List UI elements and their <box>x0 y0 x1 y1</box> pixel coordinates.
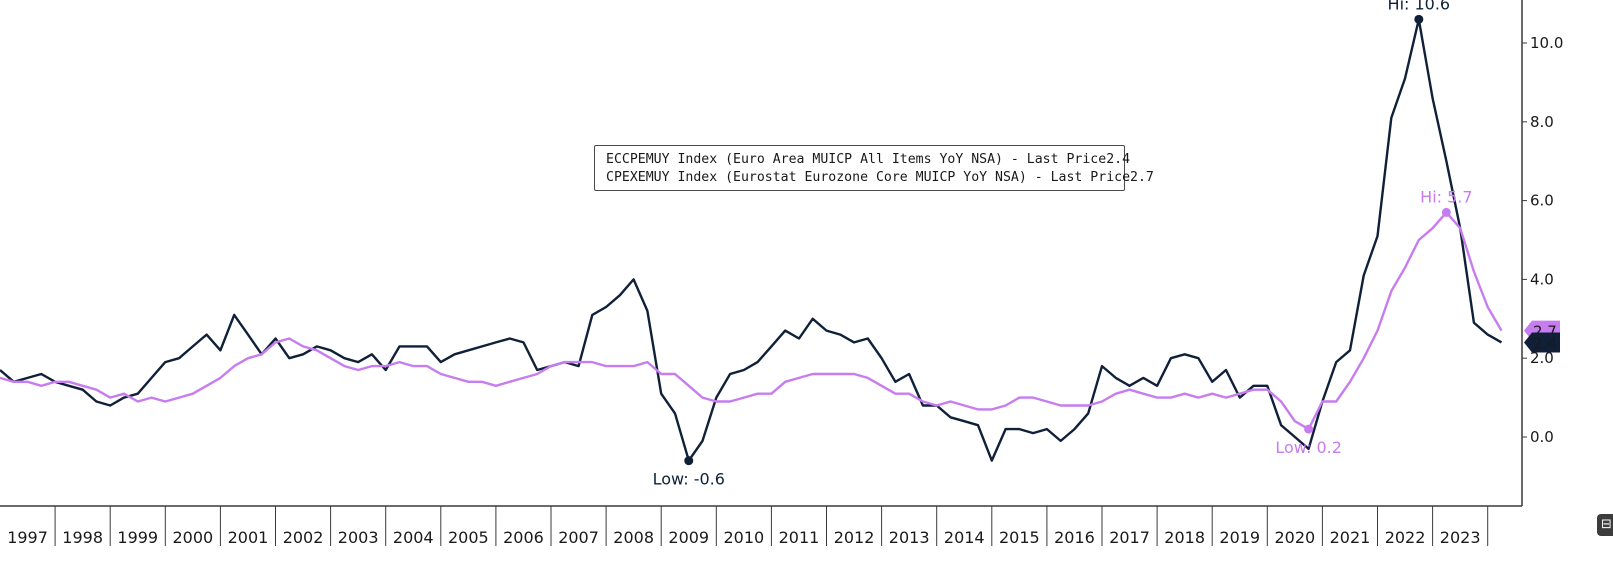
series-layer <box>0 18 1503 462</box>
x-tick-label: 2016 <box>1054 528 1095 547</box>
x-tick-label: 2014 <box>944 528 985 547</box>
x-tick-label: 2011 <box>779 528 820 547</box>
x-tick-label: 2005 <box>448 528 489 547</box>
annotation-marker-4 <box>1304 424 1314 434</box>
annotation-label-4: Low: 0.2 <box>1275 438 1342 457</box>
legend-value-series-2: 2.7 <box>1130 170 1154 185</box>
y-tick-label: 8.0 <box>1530 113 1554 131</box>
x-tick-label: 2000 <box>172 528 213 547</box>
annotation-marker-3 <box>1441 207 1451 217</box>
y-tick-label: 4.0 <box>1530 270 1554 288</box>
legend-entry-series-2: CPEXEMUY Index (Eurostat Eurozone Core M… <box>601 169 1154 187</box>
x-tick-label: 1998 <box>62 528 103 547</box>
annotation-marker-1 <box>1414 14 1424 24</box>
x-tick-label: 2013 <box>889 528 930 547</box>
x-tick-label: 2018 <box>1164 528 1205 547</box>
y-tick-label: 2.0 <box>1530 349 1554 367</box>
axes-layer <box>0 0 1523 507</box>
x-tick-label: 2002 <box>283 528 324 547</box>
x-tick-label: 2006 <box>503 528 544 547</box>
export-button[interactable]: ⊟ <box>1597 514 1613 536</box>
x-tick-label: 1999 <box>117 528 158 547</box>
export-icon: ⊟ <box>1601 517 1612 532</box>
x-tick-label: 2010 <box>723 528 764 547</box>
x-tick-label: 2012 <box>834 528 875 547</box>
series-line-2 <box>0 211 1503 431</box>
series-line-1 <box>0 18 1503 462</box>
x-tick-label: 2023 <box>1440 528 1481 547</box>
legend-value-series-1: 2.4 <box>1106 152 1131 167</box>
x-tick-label: 2009 <box>668 528 709 547</box>
x-tick-label: 2008 <box>613 528 654 547</box>
y-tick-label: 0.0 <box>1530 428 1554 446</box>
y-tick-label: 10.0 <box>1530 34 1563 52</box>
y-tick-label: 6.0 <box>1530 192 1554 210</box>
x-tick-label: 2001 <box>228 528 269 547</box>
annotation-layer: Hi: 10.6 Low: -0.6 Hi: 5.7 Low: 0.2 <box>653 0 1473 489</box>
x-tick-label: 2003 <box>338 528 379 547</box>
annotation-marker-2 <box>684 456 694 466</box>
last-value-tags: 2.72.4 <box>1524 320 1560 353</box>
x-tick-label: 2021 <box>1330 528 1371 547</box>
annotation-label-3: Hi: 5.7 <box>1420 187 1472 206</box>
x-tick-label: 2007 <box>558 528 599 547</box>
legend-entry-series-1: ECCPEMUY Index (Euro Area MUICP All Item… <box>601 151 1130 169</box>
x-tick-label: 2017 <box>1109 528 1150 547</box>
x-tick-label: 2015 <box>999 528 1040 547</box>
x-tick-label: 2020 <box>1274 528 1315 547</box>
y-axis-labels: 0.0 2.0 4.0 6.0 8.0 10.0 <box>1522 34 1563 446</box>
x-tick-label: 2022 <box>1385 528 1426 547</box>
legend-label-series-2: CPEXEMUY Index (Eurostat Eurozone Core M… <box>606 170 1131 185</box>
legend: ECCPEMUY Index (Euro Area MUICP All Item… <box>594 145 1154 191</box>
annotation-label-1: Hi: 10.6 <box>1388 0 1451 13</box>
last-value-tag-series-1 <box>1524 332 1560 353</box>
x-axis-labels: 1997 1998 1999 2000 2001 2002 2003 2004 2005 2006… <box>7 506 1489 547</box>
x-tick-label: 1997 <box>7 528 48 547</box>
annotation-label-2: Low: -0.6 <box>653 470 725 489</box>
last-value-label-series-1: 2.4 <box>1533 334 1557 352</box>
x-tick-label: 2019 <box>1219 528 1260 547</box>
legend-label-series-1: ECCPEMUY Index (Euro Area MUICP All Item… <box>606 152 1107 167</box>
x-tick-label: 2004 <box>393 528 434 547</box>
